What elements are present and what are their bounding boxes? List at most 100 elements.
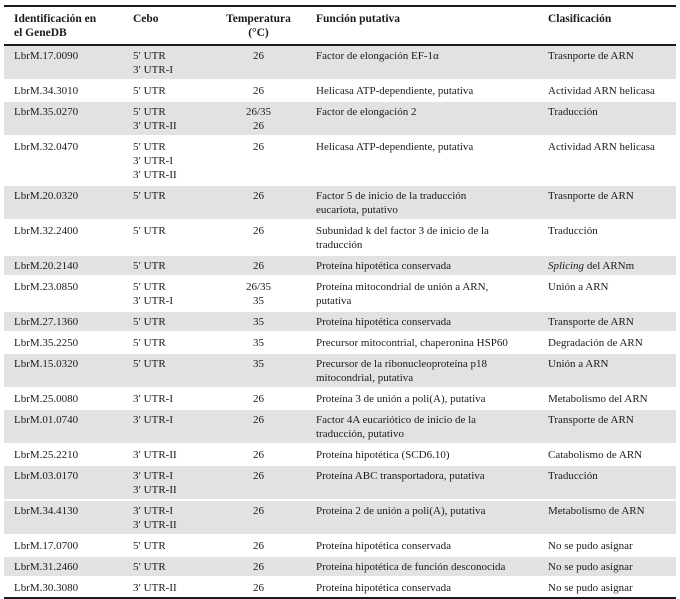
temperatura-cell: 35	[225, 332, 316, 353]
text-line: Metabolismo de ARN	[548, 505, 645, 517]
table-row: LbrM.17.0090 5′ UTR 3′ UTR-I 26 Factor de el…	[4, 45, 676, 80]
text-line: LbrM.25.2210	[14, 449, 79, 461]
text-line: Proteína hipotética conservada	[316, 540, 452, 552]
table-row: LbrM.20.0320 5′ UTR 26 Factor 5 de inicio d…	[4, 185, 676, 220]
text-line: Proteína hipotética conservada	[316, 582, 452, 594]
gene-id-cell: LbrM.32.2400	[4, 220, 133, 255]
clasificacion-cell: No se pudo asignar	[548, 535, 676, 556]
cebo-cell: 5′ UTR 3′ UTR-I	[133, 276, 225, 311]
text-line: Proteína hipotética conservada	[316, 260, 452, 272]
text-line: 3′ UTR-I	[133, 64, 173, 76]
cebo-cell: 5′ UTR	[133, 311, 225, 332]
text-line: LbrM.27.1360	[14, 316, 79, 328]
gene-id-cell: LbrM.15.0320	[4, 353, 133, 388]
text-line: Proteína mitocondrial de unión a ARN,	[316, 281, 489, 293]
header-clasificacion: Clasificación	[548, 6, 676, 46]
text-line: eucariota, putativo	[316, 204, 398, 216]
text-line: LbrM.25.0080	[14, 393, 79, 405]
clasificacion-cell: Transporte de ARN	[548, 311, 676, 332]
clasificacion-cell: Actividad ARN helicasa	[548, 80, 676, 101]
funcion-cell: Proteína ABC transportadora, putativa	[316, 465, 548, 500]
text-line: Clasificación	[548, 13, 612, 25]
table-row: LbrM.01.0740 3′ UTR-I 26 Factor 4A eucariót…	[4, 409, 676, 444]
text-line: 5′ UTR	[133, 540, 166, 552]
text-line: 26	[253, 260, 264, 272]
table-row: LbrM.31.2460 5′ UTR 26 Proteína hipotética …	[4, 556, 676, 577]
text-line: 5′ UTR	[133, 260, 166, 272]
clasificacion-cell: Unión a ARN	[548, 353, 676, 388]
text-line: Precursor de la ribonucleoproteína p18	[316, 358, 488, 370]
text-line: 26	[253, 225, 264, 237]
text-line: 35	[253, 295, 264, 307]
clasificacion-cell: No se pudo asignar	[548, 577, 676, 598]
gene-id-cell: LbrM.25.2210	[4, 444, 133, 465]
italic-term: Splicing	[548, 260, 585, 272]
text-line: 26	[253, 414, 264, 426]
text-line: LbrM.20.2140	[14, 260, 79, 272]
text-line: 3′ UTR-II	[133, 169, 177, 181]
text-line: putativa	[316, 295, 352, 307]
text-line: 3′ UTR-I	[133, 393, 173, 405]
funcion-cell: Proteína hipotética conservada	[316, 535, 548, 556]
text-line: Proteína ABC transportadora, putativa	[316, 470, 485, 482]
text-line: Factor 4A eucariótico de inicio de la	[316, 414, 477, 426]
temperatura-cell: 26/35 26	[225, 101, 316, 136]
text-line: (°C)	[248, 27, 269, 39]
temperatura-cell: 26/35 35	[225, 276, 316, 311]
table-row: LbrM.17.0700 5′ UTR 26 Proteína hipotética …	[4, 535, 676, 556]
table-body: LbrM.17.0090 5′ UTR 3′ UTR-I 26 Factor de el…	[4, 45, 676, 598]
text-line: traducción	[316, 239, 363, 251]
funcion-cell: Proteína hipotética de función desconoci…	[316, 556, 548, 577]
text-line: 26	[253, 393, 264, 405]
cebo-cell: 3′ UTR-II	[133, 577, 225, 598]
cebo-cell: 5′ UTR 3′ UTR-I 3′ UTR-II	[133, 136, 225, 185]
temperatura-cell: 26	[225, 388, 316, 409]
text-line: Actividad ARN helicasa	[548, 141, 655, 153]
text-line: Precursor mitocontrial, chaperonina HSP6…	[316, 337, 508, 349]
gene-id-cell: LbrM.31.2460	[4, 556, 133, 577]
cebo-cell: 3′ UTR-II	[133, 444, 225, 465]
clasificacion-cell: Degradación de ARN	[548, 332, 676, 353]
text-line: LbrM.20.0320	[14, 190, 79, 202]
funcion-cell: Proteína hipotética conservada	[316, 311, 548, 332]
table-row: LbrM.32.0470 5′ UTR 3′ UTR-I 3′ UTR-II 26 Hel…	[4, 136, 676, 185]
header-temperatura: Temperatura (°C)	[225, 6, 316, 46]
text-line: 3′ UTR-II	[133, 582, 177, 594]
text-line: Cebo	[133, 13, 159, 25]
text-line: traducción, putativo	[316, 428, 404, 440]
text-line: 26	[253, 141, 264, 153]
text-line: 5′ UTR	[133, 358, 166, 370]
temperatura-cell: 26	[225, 255, 316, 276]
funcion-cell: Helicasa ATP-dependiente, putativa	[316, 80, 548, 101]
clasificacion-cell: Splicing del ARNm	[548, 255, 676, 276]
text-line: LbrM.15.0320	[14, 358, 79, 370]
text-line: Helicasa ATP-dependiente, putativa	[316, 85, 474, 97]
gene-id-cell: LbrM.30.3080	[4, 577, 133, 598]
gene-id-cell: LbrM.34.4130	[4, 500, 133, 535]
cebo-cell: 5′ UTR	[133, 220, 225, 255]
gene-id-cell: LbrM.20.2140	[4, 255, 133, 276]
text-line: No se pudo asignar	[548, 582, 633, 594]
text-line: Proteína 2 de unión a poli(A), putativa	[316, 505, 486, 517]
text-line: Trasnporte de ARN	[548, 190, 634, 202]
gene-id-cell: LbrM.17.0700	[4, 535, 133, 556]
text-line: LbrM.32.0470	[14, 141, 79, 153]
cebo-cell: 5′ UTR	[133, 535, 225, 556]
gene-id-cell: LbrM.34.3010	[4, 80, 133, 101]
text-line: Temperatura	[226, 13, 291, 25]
text-line: Factor 5 de inicio de la traducción	[316, 190, 467, 202]
text-line: 5′ UTR	[133, 337, 166, 349]
table-row: LbrM.27.1360 5′ UTR 35 Proteína hipotética …	[4, 311, 676, 332]
text-line: LbrM.23.0850	[14, 281, 79, 293]
text-line: 3′ UTR-II	[133, 120, 177, 132]
text-line: LbrM.34.3010	[14, 85, 79, 97]
table-row: LbrM.25.2210 3′ UTR-II 26 Proteína hipotéti…	[4, 444, 676, 465]
temperatura-cell: 26	[225, 556, 316, 577]
text-line: 35	[253, 358, 264, 370]
text-line: 26	[253, 449, 264, 461]
gene-id-cell: LbrM.20.0320	[4, 185, 133, 220]
clasificacion-cell: Traducción	[548, 101, 676, 136]
gene-id-cell: LbrM.32.0470	[4, 136, 133, 185]
clasificacion-cell: Catabolismo de ARN	[548, 444, 676, 465]
gene-id-cell: LbrM.03.0170	[4, 465, 133, 500]
